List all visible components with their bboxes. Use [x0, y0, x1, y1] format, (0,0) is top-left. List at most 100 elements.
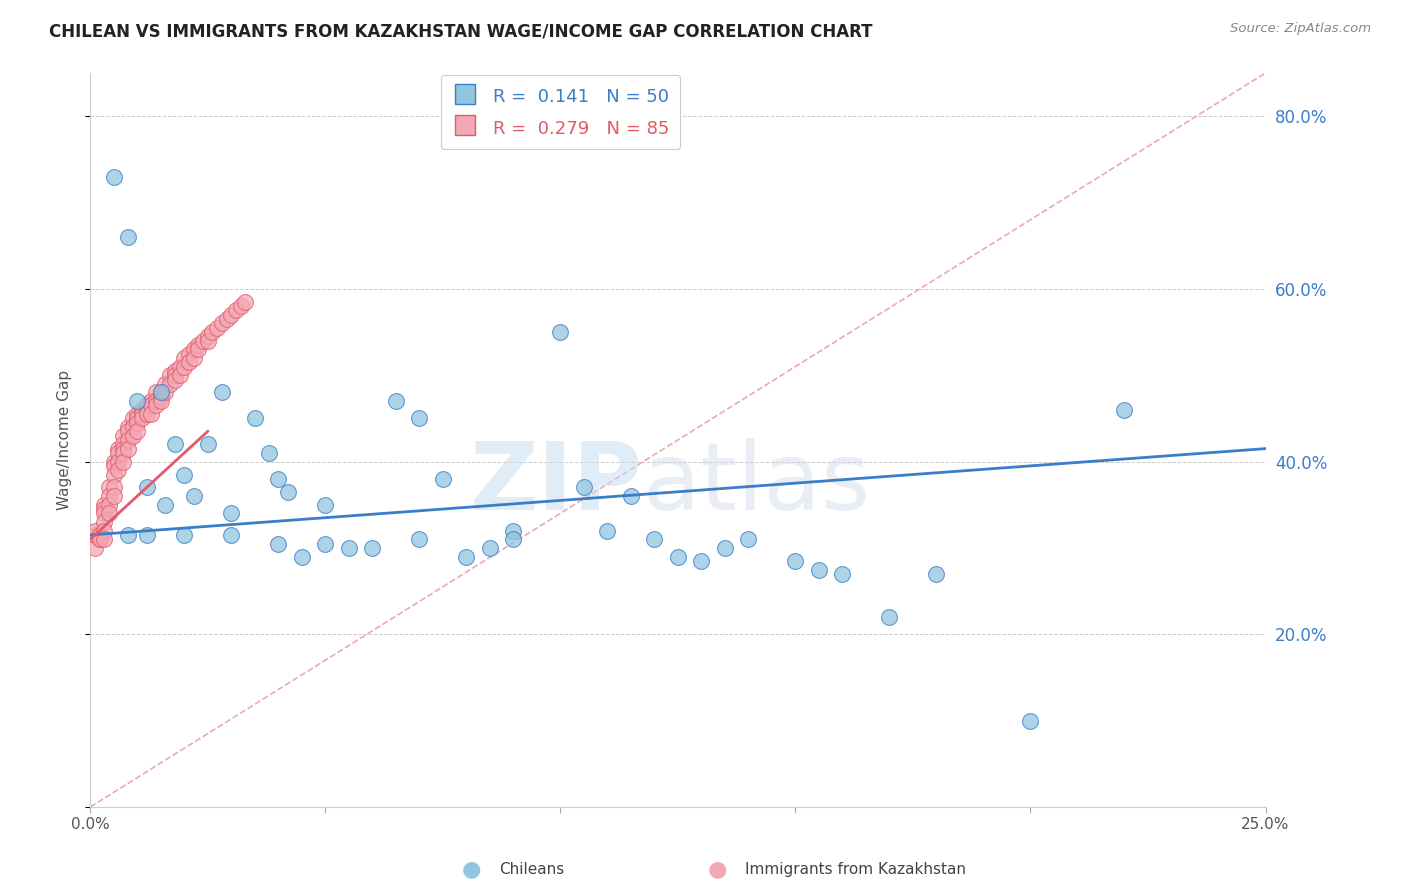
Point — [84, 541, 107, 555]
Text: Immigrants from Kazakhstan: Immigrants from Kazakhstan — [745, 863, 966, 877]
Point — [89, 533, 111, 547]
Point — [1114, 402, 1136, 417]
Point — [103, 458, 125, 473]
Point — [666, 549, 689, 564]
Point — [117, 230, 139, 244]
Point — [596, 524, 619, 538]
Point — [177, 355, 200, 369]
Point — [643, 533, 665, 547]
Point — [121, 428, 143, 442]
Point — [135, 407, 157, 421]
Point — [121, 420, 143, 434]
Point — [93, 524, 115, 538]
Point — [456, 549, 478, 564]
Point — [149, 385, 172, 400]
Y-axis label: Wage/Income Gap: Wage/Income Gap — [58, 370, 72, 510]
Point — [502, 524, 524, 538]
Point — [173, 359, 195, 374]
Point — [84, 528, 107, 542]
Point — [169, 368, 191, 383]
Point — [277, 484, 299, 499]
Point — [187, 338, 209, 352]
Point — [107, 463, 129, 477]
Point — [215, 312, 238, 326]
Point — [112, 454, 135, 468]
Point — [103, 454, 125, 468]
Point — [93, 498, 115, 512]
Point — [572, 480, 595, 494]
Point — [121, 411, 143, 425]
Text: CHILEAN VS IMMIGRANTS FROM KAZAKHSTAN WAGE/INCOME GAP CORRELATION CHART: CHILEAN VS IMMIGRANTS FROM KAZAKHSTAN WA… — [49, 22, 873, 40]
Point — [127, 411, 149, 425]
Point — [211, 317, 233, 331]
Text: ZIP: ZIP — [470, 438, 643, 530]
Point — [173, 467, 195, 482]
Point — [127, 425, 149, 439]
Point — [117, 433, 139, 447]
Point — [155, 498, 177, 512]
Point — [925, 566, 948, 581]
Point — [337, 541, 360, 555]
Point — [183, 351, 205, 365]
Point — [135, 480, 157, 494]
Text: ●: ● — [707, 860, 727, 880]
Point — [98, 507, 121, 521]
Point — [187, 343, 209, 357]
Point — [197, 329, 219, 343]
Point — [98, 498, 121, 512]
Point — [117, 442, 139, 456]
Point — [112, 437, 135, 451]
Point — [84, 524, 107, 538]
Point — [173, 528, 195, 542]
Point — [620, 489, 643, 503]
Point — [502, 533, 524, 547]
Point — [107, 442, 129, 456]
Point — [831, 566, 853, 581]
Point — [201, 325, 224, 339]
Point — [408, 533, 430, 547]
Point — [141, 394, 163, 409]
Point — [93, 515, 115, 529]
Point — [219, 507, 242, 521]
Point — [89, 528, 111, 542]
Text: Chileans: Chileans — [499, 863, 564, 877]
Point — [183, 343, 205, 357]
Point — [131, 402, 153, 417]
Point — [211, 385, 233, 400]
Point — [103, 480, 125, 494]
Point — [145, 385, 167, 400]
Point — [98, 489, 121, 503]
Point — [89, 533, 111, 547]
Point — [112, 428, 135, 442]
Point — [267, 536, 290, 550]
Point — [1019, 714, 1042, 728]
Point — [155, 376, 177, 391]
Point — [163, 437, 186, 451]
Point — [135, 528, 157, 542]
Point — [93, 502, 115, 516]
Point — [159, 368, 181, 383]
Point — [163, 368, 186, 383]
Point — [229, 299, 252, 313]
Point — [131, 407, 153, 421]
Point — [127, 407, 149, 421]
Point — [183, 489, 205, 503]
Point — [98, 480, 121, 494]
Point — [205, 320, 228, 334]
Text: ●: ● — [461, 860, 481, 880]
Point — [145, 394, 167, 409]
Point — [117, 528, 139, 542]
Point — [149, 385, 172, 400]
Point — [243, 411, 266, 425]
Point — [103, 169, 125, 184]
Point — [159, 376, 181, 391]
Point — [737, 533, 759, 547]
Point — [785, 554, 807, 568]
Point — [385, 394, 408, 409]
Point — [361, 541, 384, 555]
Point — [103, 489, 125, 503]
Point — [235, 294, 257, 309]
Point — [135, 399, 157, 413]
Legend: R =  0.141   N = 50, R =  0.279   N = 85: R = 0.141 N = 50, R = 0.279 N = 85 — [440, 75, 681, 150]
Point — [103, 467, 125, 482]
